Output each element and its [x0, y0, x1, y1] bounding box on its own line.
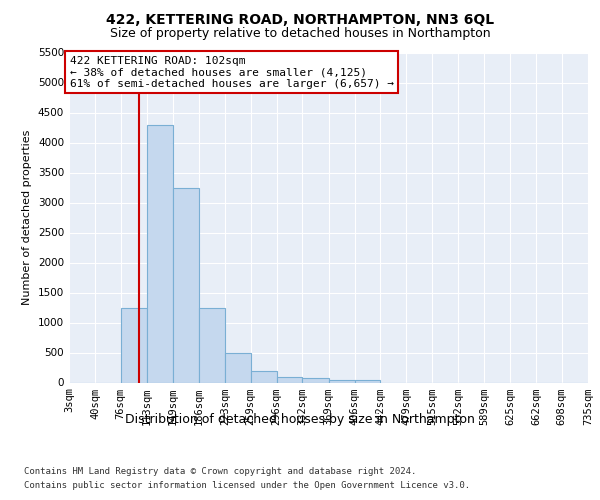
Text: Contains public sector information licensed under the Open Government Licence v3: Contains public sector information licen…	[24, 481, 470, 490]
Text: 422 KETTERING ROAD: 102sqm
← 38% of detached houses are smaller (4,125)
61% of s: 422 KETTERING ROAD: 102sqm ← 38% of deta…	[70, 56, 394, 88]
Y-axis label: Number of detached properties: Number of detached properties	[22, 130, 32, 305]
Bar	[277, 376, 302, 382]
Text: Contains HM Land Registry data © Crown copyright and database right 2024.: Contains HM Land Registry data © Crown c…	[24, 468, 416, 476]
Bar	[251, 370, 277, 382]
Bar	[199, 308, 225, 382]
Text: 422, KETTERING ROAD, NORTHAMPTON, NN3 6QL: 422, KETTERING ROAD, NORTHAMPTON, NN3 6Q…	[106, 12, 494, 26]
Bar	[302, 378, 329, 382]
Bar	[355, 380, 380, 382]
Bar	[173, 188, 199, 382]
Bar	[147, 124, 173, 382]
Bar	[121, 308, 147, 382]
Bar	[329, 380, 355, 382]
Text: Distribution of detached houses by size in Northampton: Distribution of detached houses by size …	[125, 412, 475, 426]
Text: Size of property relative to detached houses in Northampton: Size of property relative to detached ho…	[110, 28, 490, 40]
Bar	[225, 352, 251, 382]
